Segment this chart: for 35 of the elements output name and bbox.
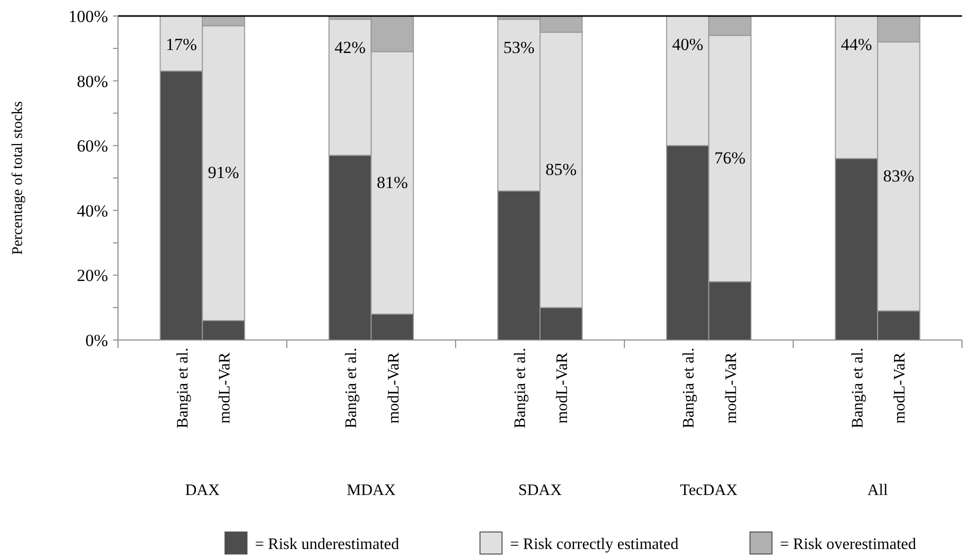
x-tick-label: Bangia et al. — [174, 348, 192, 428]
data-label: 76% — [714, 148, 746, 168]
data-label: 17% — [166, 35, 197, 54]
y-tick-label: 20% — [76, 266, 108, 286]
text: SDAX — [518, 482, 562, 499]
y-tick-label: 40% — [76, 201, 108, 220]
x-tick-label: Bangia et al. — [680, 348, 698, 428]
y-tick-label: 60% — [76, 136, 108, 156]
legend-label: = Risk overestimated — [780, 536, 916, 553]
text: DAX — [185, 482, 220, 499]
y-tick-label: 100% — [68, 7, 108, 26]
y-axis-title: Percentage of total stocks — [10, 100, 26, 255]
data-label: 91% — [208, 163, 240, 182]
x-tick-label: modL-VaR — [216, 352, 234, 424]
text: TecDAX — [680, 482, 738, 499]
x-tick-label: Bangia et al. — [850, 348, 866, 428]
x-tick-label: Bangia et al. — [512, 348, 529, 428]
y-tick-label: 0% — [85, 331, 108, 350]
data-label: 44% — [840, 35, 872, 54]
x-tick-label: modL-VaR — [385, 352, 402, 424]
x-tick-label: modL-VaR — [554, 352, 572, 424]
data-label: 81% — [376, 172, 408, 192]
text: MDAX — [346, 482, 396, 499]
legend-label: = Risk correctly estimated — [510, 536, 679, 553]
x-tick-label: modL-VaR — [722, 352, 740, 424]
data-label: 85% — [546, 160, 577, 179]
text: All — [867, 482, 888, 499]
data-label: 40% — [672, 35, 704, 54]
data-label: 83% — [883, 166, 914, 186]
legend-label: = Risk underestimated — [255, 536, 400, 553]
x-tick-label: Bangia et al. — [343, 348, 360, 428]
x-tick-label: modL-VaR — [892, 352, 909, 424]
data-label: 53% — [503, 38, 534, 58]
data-label: 42% — [334, 38, 366, 58]
y-tick-label: 80% — [76, 72, 108, 91]
